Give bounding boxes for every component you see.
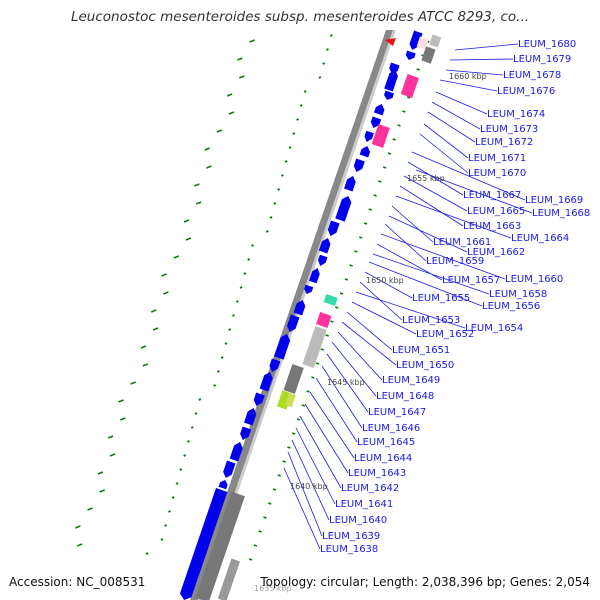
gene-label: LEUM_1642 — [341, 483, 399, 494]
gene-label: LEUM_1651 — [392, 345, 450, 356]
gene-label: LEUM_1670 — [468, 168, 526, 179]
gene-feature[interactable] — [429, 34, 442, 48]
gene-feature[interactable] — [293, 300, 306, 316]
gene-feature[interactable] — [180, 488, 228, 600]
gene-feature[interactable] — [318, 238, 331, 254]
gene-label: LEUM_1660 — [505, 274, 563, 285]
position-marker — [385, 38, 396, 46]
gene-feature[interactable] — [318, 254, 328, 266]
gene-label: LEUM_1662 — [467, 247, 525, 258]
gene-label: LEUM_1659 — [426, 256, 484, 267]
gene-label: LEUM_1669 — [525, 195, 583, 206]
gene-feature[interactable] — [287, 314, 300, 332]
gene-track[interactable] — [180, 30, 442, 600]
gene-feature[interactable] — [371, 124, 390, 148]
gene-label: LEUM_1644 — [354, 453, 412, 464]
gene-label: LEUM_1679 — [513, 54, 571, 65]
gene-label: LEUM_1671 — [468, 153, 526, 164]
gene-feature[interactable] — [344, 176, 356, 192]
gene-feature[interactable] — [384, 70, 398, 92]
gc-skew-track — [75, 34, 430, 561]
gene-feature[interactable] — [229, 442, 243, 462]
gene-label: LEUM_1676 — [497, 86, 555, 97]
gene-feature[interactable] — [316, 312, 332, 328]
gene-feature[interactable] — [302, 326, 327, 368]
gene-feature[interactable] — [421, 46, 436, 64]
gene-label: LEUM_1653 — [402, 315, 460, 326]
gene-label: LEUM_1650 — [396, 360, 454, 371]
gene-feature[interactable] — [359, 146, 371, 158]
gene-feature[interactable] — [240, 426, 252, 440]
gene-feature[interactable] — [283, 364, 304, 394]
gene-feature[interactable] — [253, 392, 265, 406]
gene-feature[interactable] — [384, 90, 395, 100]
gene-label: LEUM_1672 — [475, 137, 533, 148]
kbp-mark: 1645 kbp — [327, 378, 365, 387]
kbp-scale: 1635 kbp 1640 kbp 1645 kbp 1650 kbp 1655 kbp… — [254, 72, 487, 593]
gene-feature[interactable] — [389, 62, 400, 74]
gene-feature[interactable] — [327, 220, 340, 236]
gene-label: LEUM_1643 — [348, 468, 406, 479]
gene-feature[interactable] — [195, 491, 245, 600]
gene-label: LEUM_1647 — [368, 407, 426, 418]
gene-label: LEUM_1680 — [518, 39, 576, 50]
gene-feature[interactable] — [323, 294, 338, 306]
gene-feature[interactable] — [274, 334, 291, 360]
gene-feature[interactable] — [218, 480, 228, 490]
gene-label: LEUM_1638 — [320, 544, 378, 555]
accession-text: Accession: NC_008531 — [9, 575, 146, 589]
gene-label: LEUM_1673 — [480, 124, 538, 135]
gene-label: LEUM_1641 — [335, 499, 393, 510]
gene-feature[interactable] — [259, 372, 273, 392]
gene-label: LEUM_1655 — [412, 293, 470, 304]
gene-feature[interactable] — [309, 268, 320, 284]
gene-feature[interactable] — [276, 390, 292, 410]
gene-label: LEUM_1656 — [482, 301, 540, 312]
gene-feature[interactable] — [374, 104, 385, 116]
gene-label: LEUM_1652 — [416, 329, 474, 340]
gene-label: LEUM_1639 — [322, 531, 380, 542]
gene-feature[interactable] — [217, 558, 240, 600]
gene-feature[interactable] — [353, 158, 365, 172]
gene-label: LEUM_1645 — [357, 437, 415, 448]
gene-label: LEUM_1649 — [382, 375, 440, 386]
gene-feature[interactable] — [409, 30, 423, 50]
gene-feature[interactable] — [243, 408, 257, 426]
gene-label: LEUM_1664 — [511, 233, 569, 244]
gene-label: LEUM_1667 — [463, 190, 521, 201]
gene-label: LEUM_1668 — [532, 208, 590, 219]
gene-label: LEUM_1663 — [463, 221, 521, 232]
gene-feature[interactable] — [304, 284, 314, 294]
gene-feature[interactable] — [364, 130, 374, 142]
gene-feature[interactable] — [405, 50, 416, 60]
gene-label: LEUM_1657 — [442, 275, 500, 286]
kbp-mark: 1655 kbp — [407, 174, 445, 183]
gene-label: LEUM_1658 — [489, 289, 547, 300]
gene-label: LEUM_1661 — [433, 237, 491, 248]
map-title: Leuconostoc mesenteroides subsp. mesente… — [70, 9, 530, 25]
kbp-mark: 1640 kbp — [290, 482, 328, 491]
kbp-mark: 1650 kbp — [366, 276, 404, 285]
gene-feature[interactable] — [223, 460, 236, 478]
kbp-mark: 1660 kbp — [449, 72, 487, 81]
gene-label: LEUM_1665 — [467, 206, 525, 217]
gene-label: LEUM_1674 — [487, 109, 545, 120]
genome-info-text: Topology: circular; Length: 2,038,396 bp… — [260, 575, 590, 589]
gene-feature[interactable] — [285, 392, 296, 408]
gene-labels: LEUM_1680 LEUM_1679 LEUM_1678 LEUM_1676 LEUM… — [283, 39, 590, 555]
gene-feature[interactable] — [335, 196, 352, 222]
gene-label: LEUM_1678 — [503, 70, 561, 81]
gene-label: LEUM_1646 — [362, 423, 420, 434]
gene-feature[interactable] — [269, 358, 281, 372]
kbp-mark: 1635 kbp — [254, 584, 292, 593]
gene-feature[interactable] — [416, 36, 429, 50]
gene-label: LEUM_1648 — [376, 391, 434, 402]
gene-label: LEUM_1654 — [465, 323, 523, 334]
gene-feature[interactable] — [400, 74, 419, 98]
gene-label: LEUM_1640 — [329, 515, 387, 526]
